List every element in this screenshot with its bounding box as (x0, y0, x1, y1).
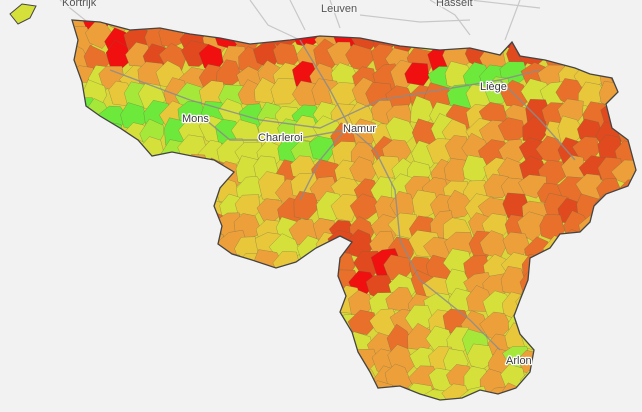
city-label-mons: Mons (182, 113, 209, 125)
municipality-cell[interactable] (294, 115, 320, 142)
city-label-arlon: Arlon (506, 355, 532, 367)
basemap-label-leuven: Leuven (321, 3, 357, 15)
basemap-label-hasselt: Hasselt (436, 0, 473, 9)
municipality-cell[interactable] (349, 193, 382, 220)
municipality-cell[interactable] (483, 173, 510, 199)
municipality-cell[interactable] (441, 383, 471, 411)
basemap-roads (59, 0, 541, 41)
region-fragment (9, 3, 37, 25)
municipality-cell[interactable] (270, 78, 300, 105)
basemap-labels: Kortrijk Leuven Hasselt (61, 0, 474, 16)
city-label-charleroi: Charleroi (258, 132, 303, 144)
city-label-namur: Namur (343, 123, 376, 135)
municipality-cell[interactable] (411, 189, 439, 219)
basemap-label-kortrijk: Kortrijk (62, 0, 97, 9)
municipality-cell[interactable] (404, 62, 430, 86)
region-outline (71, 19, 637, 401)
city-label-liege: Liège (480, 81, 507, 93)
road-network (109, 39, 576, 351)
city-labels: Mons Charleroi Namur Liège Arlon (181, 80, 533, 369)
municipality-cell[interactable] (330, 194, 359, 222)
municipality-cell[interactable] (347, 309, 377, 336)
